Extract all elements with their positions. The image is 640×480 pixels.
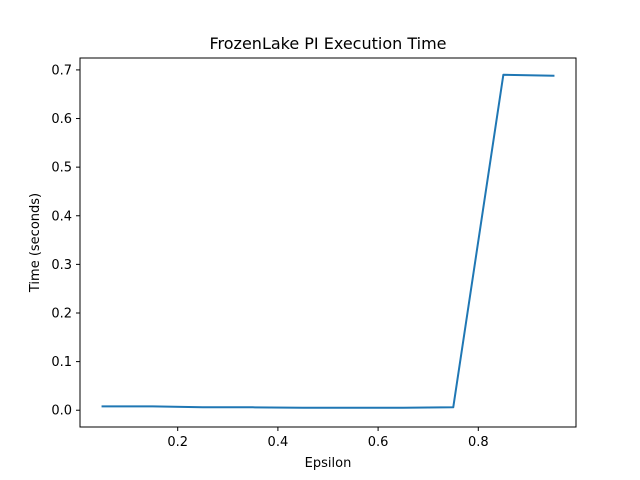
x-axis-label: Epsilon <box>305 456 352 471</box>
y-tick-label: 0.3 <box>51 258 72 273</box>
y-tick-label: 0.2 <box>51 306 72 321</box>
y-axis: 0.0 0.1 0.2 0.3 0.4 0.5 0.6 0.7 <box>51 63 80 419</box>
y-tick-label: 0.0 <box>51 404 72 419</box>
x-tick-label: 0.6 <box>368 435 389 450</box>
y-tick-label: 0.4 <box>51 209 72 224</box>
chart-title: FrozenLake PI Execution Time <box>210 34 447 53</box>
y-tick-label: 0.7 <box>51 63 72 78</box>
x-tick-label: 0.4 <box>268 435 289 450</box>
y-axis-label: Time (seconds) <box>28 193 43 293</box>
series-line <box>101 73 555 409</box>
y-tick-label: 0.6 <box>51 112 72 127</box>
x-tick-label: 0.8 <box>468 435 489 450</box>
axes-frame <box>79 57 577 428</box>
x-tick-label: 0.2 <box>167 435 188 450</box>
plot-area <box>101 73 555 409</box>
y-tick-label: 0.1 <box>51 355 72 370</box>
x-axis: 0.2 0.4 0.6 0.8 <box>167 427 489 450</box>
y-tick-label: 0.5 <box>51 161 72 176</box>
